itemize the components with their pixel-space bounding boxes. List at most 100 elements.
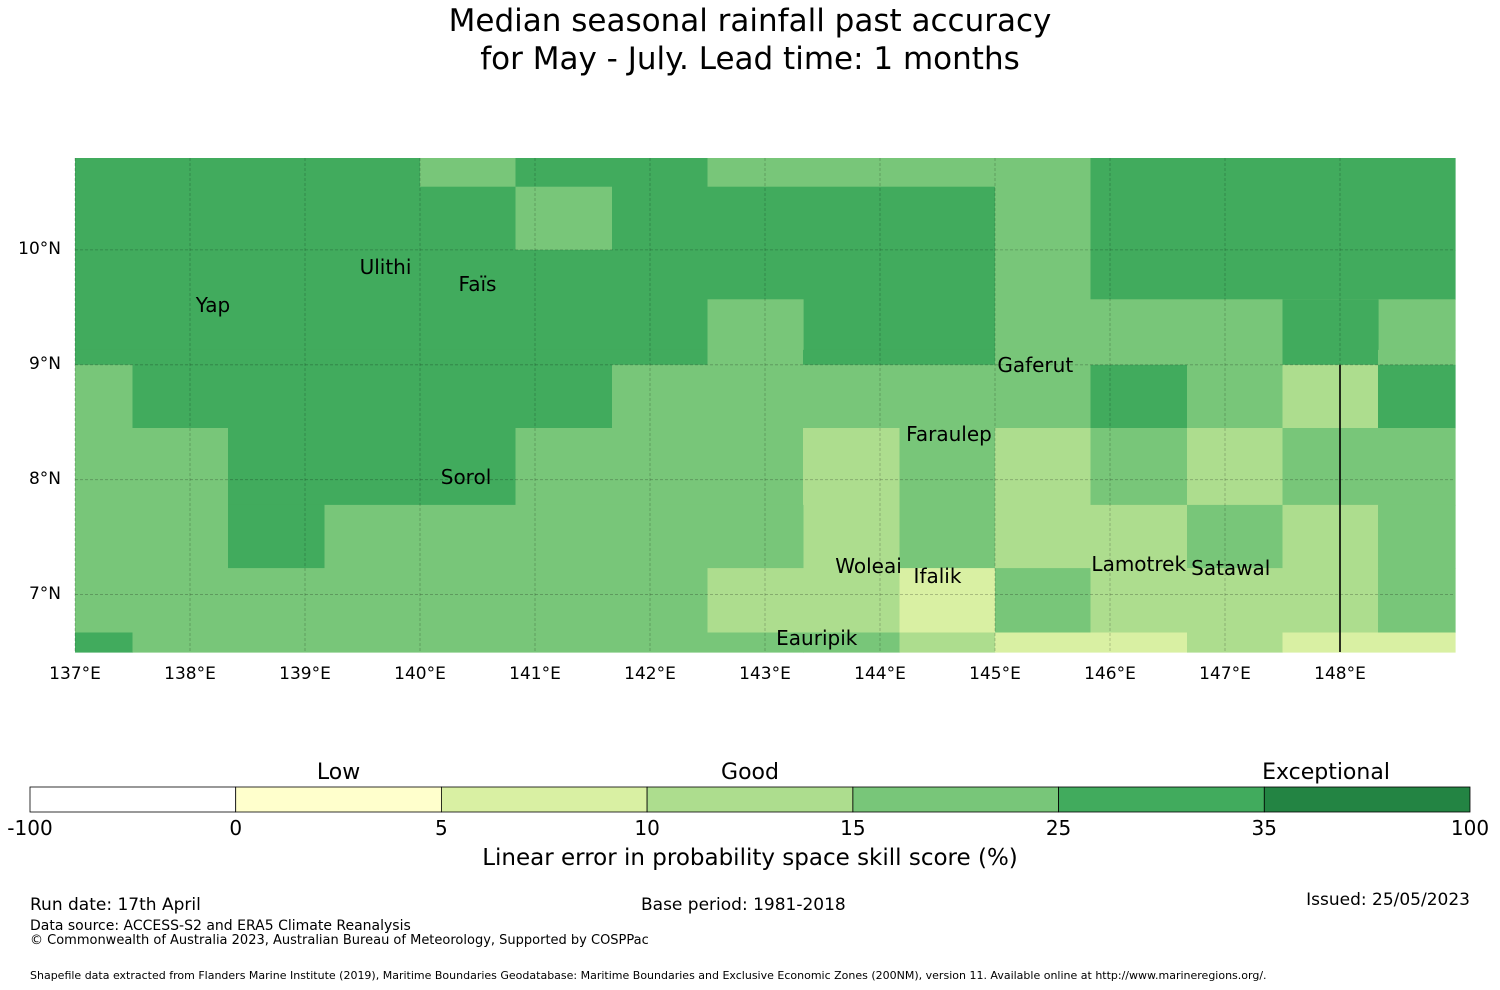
grid-cell bbox=[1378, 504, 1456, 569]
grid-cell bbox=[515, 186, 613, 251]
copyright: © Commonwealth of Australia 2023, Austra… bbox=[30, 933, 649, 948]
grid-cell bbox=[228, 504, 326, 569]
grid-cell bbox=[1282, 364, 1379, 429]
longitude-tick-label: 143°E bbox=[739, 664, 791, 684]
colorbar-segment bbox=[29, 786, 237, 813]
colorbar-tick-label: 100 bbox=[1450, 816, 1490, 840]
colorbar-label: Linear error in probability space skill … bbox=[482, 845, 1018, 871]
grid-cell bbox=[1282, 428, 1456, 506]
island-label: Faïs bbox=[458, 272, 497, 297]
grid-cell bbox=[1187, 428, 1284, 506]
issued-date: Issued: 25/05/2023 bbox=[1306, 890, 1470, 910]
grid-cell bbox=[995, 249, 1092, 351]
colorbar-tick-label: 35 bbox=[1251, 816, 1278, 840]
grid-cell bbox=[75, 158, 421, 251]
grid-cell bbox=[420, 158, 517, 188]
grid-cell bbox=[1187, 364, 1284, 429]
grid-cell bbox=[1090, 249, 1456, 300]
grid-cell bbox=[1378, 568, 1456, 633]
colorbar-tick-label: 5 bbox=[435, 816, 448, 840]
graticule bbox=[74, 158, 1455, 652]
grid-cell bbox=[1282, 632, 1456, 653]
colorbar-tick-label: 15 bbox=[840, 816, 866, 840]
grid-cell bbox=[1090, 504, 1188, 569]
colorbar-segment bbox=[440, 786, 648, 813]
grid-cell bbox=[1090, 364, 1188, 429]
island-label: Ifalik bbox=[913, 564, 962, 589]
grid-cell bbox=[75, 349, 709, 366]
colorbar-segment bbox=[852, 786, 1060, 813]
grid-cell bbox=[707, 186, 996, 251]
grid-cell bbox=[803, 632, 901, 653]
run-date: Run date: 17th April bbox=[30, 895, 201, 915]
colorbar-tick-label: 10 bbox=[634, 816, 660, 840]
grid-cell bbox=[515, 428, 804, 506]
colorbar bbox=[29, 786, 1471, 813]
grid-cell bbox=[899, 568, 996, 633]
grid-cell bbox=[707, 568, 901, 633]
longitude-tick-label: 144°E bbox=[854, 664, 906, 684]
grid-cell bbox=[803, 428, 901, 569]
colorbar-segment bbox=[1263, 786, 1471, 813]
colorbar-segment bbox=[1058, 786, 1265, 813]
island-label: Sorol bbox=[440, 465, 492, 490]
grid-cell bbox=[75, 428, 229, 569]
island-label: Eauripik bbox=[776, 626, 858, 651]
grid-cell bbox=[707, 299, 804, 366]
longitude-tick-label: 147°E bbox=[1199, 664, 1251, 684]
latitude-tick-label: 9°N bbox=[28, 353, 61, 374]
longitude-tick-label: 140°E bbox=[394, 664, 446, 684]
grid-cells bbox=[75, 158, 1456, 653]
shapefile-credit: Shapefile data extracted from Flanders M… bbox=[30, 969, 1267, 982]
island-label: Faraulep bbox=[906, 421, 992, 446]
latitude-tick-label: 8°N bbox=[28, 468, 61, 489]
grid-cell bbox=[995, 158, 1092, 251]
grid-cell bbox=[995, 568, 1092, 633]
title-line-1: Median seasonal rainfall past accuracy bbox=[448, 3, 1052, 39]
grid-cell bbox=[75, 249, 709, 351]
grid-cell bbox=[515, 158, 613, 188]
grid-cell bbox=[899, 632, 996, 653]
longitude-tick-label: 141°E bbox=[509, 664, 561, 684]
grid-cell bbox=[1090, 568, 1379, 633]
grid-cell bbox=[803, 249, 996, 351]
longitude-tick-label: 137°E bbox=[49, 664, 101, 684]
longitude-tick-label: 139°E bbox=[279, 664, 331, 684]
grid-cell bbox=[995, 349, 1092, 366]
colorbar-segment bbox=[235, 786, 442, 813]
grid-cell bbox=[1090, 158, 1456, 251]
colorbar-category-label: Exceptional bbox=[1262, 760, 1390, 785]
data-source: Data source: ACCESS-S2 and ERA5 Climate … bbox=[30, 918, 411, 934]
grid-cell bbox=[1187, 632, 1284, 653]
grid-cell bbox=[1378, 364, 1456, 429]
colorbar-category-label: Low bbox=[316, 760, 361, 785]
colorbar-category-label: Good bbox=[721, 760, 779, 785]
colorbar-tick-label: -100 bbox=[7, 816, 53, 840]
grid-cell bbox=[612, 364, 1091, 429]
title-line-2: for May - July. Lead time: 1 months bbox=[480, 41, 1020, 77]
island-label: Woleai bbox=[835, 553, 902, 578]
colorbar-tick-label: 25 bbox=[1045, 816, 1072, 840]
longitude-tick-label: 138°E bbox=[164, 664, 216, 684]
grid-cell bbox=[420, 186, 517, 251]
longitude-tick-label: 148°E bbox=[1314, 664, 1366, 684]
longitude-tick-label: 142°E bbox=[624, 664, 676, 684]
grid-cell bbox=[324, 504, 804, 569]
grid-cell bbox=[132, 632, 804, 653]
island-label: Satawal bbox=[1191, 556, 1271, 581]
grid-cell bbox=[1090, 428, 1188, 506]
island-label: Gaferut bbox=[997, 352, 1074, 377]
grid-cell bbox=[1378, 299, 1456, 351]
grid-cell bbox=[995, 632, 1188, 653]
grid-cell bbox=[75, 632, 134, 653]
grid-cell bbox=[75, 568, 709, 633]
island-label: Lamotrek bbox=[1091, 551, 1187, 576]
island-label: Yap bbox=[195, 293, 231, 318]
latitude-tick-label: 10°N bbox=[18, 238, 61, 259]
grid-cell bbox=[899, 428, 996, 569]
grid-cell bbox=[995, 428, 1092, 569]
grid-cell bbox=[1090, 349, 1284, 366]
grid-cell bbox=[1282, 299, 1379, 366]
island-label: Ulithi bbox=[359, 255, 412, 280]
